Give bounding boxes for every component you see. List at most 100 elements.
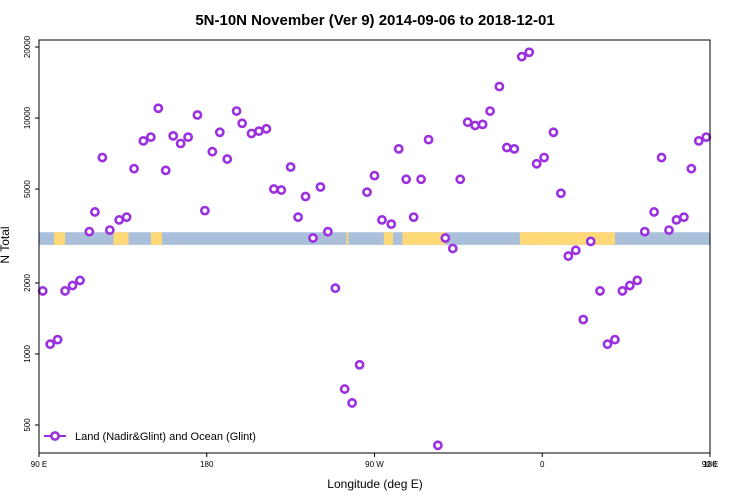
x-tick-label: 90 W — [365, 460, 384, 469]
data-point — [246, 128, 257, 139]
data-point — [617, 286, 628, 296]
data-point — [183, 132, 194, 143]
data-point — [90, 207, 100, 217]
data-point — [501, 142, 512, 153]
x-tick-label: 180 — [200, 460, 214, 469]
data-point — [470, 120, 481, 131]
chart-title: 5N-10N November (Ver 9) 2014-09-06 to 20… — [195, 12, 554, 29]
data-point — [261, 123, 272, 134]
data-point — [175, 138, 186, 149]
data-point — [300, 191, 311, 202]
data-point — [632, 275, 643, 286]
data-point — [323, 226, 333, 237]
legend: Land (Nadir&Glint) and Ocean (Glint) — [44, 431, 256, 443]
plot-frame — [38, 39, 711, 454]
data-point — [701, 132, 712, 143]
data-point — [138, 135, 149, 146]
data-point — [354, 359, 365, 370]
data-point — [602, 339, 613, 350]
data-point — [585, 236, 596, 247]
land-segment — [113, 232, 129, 245]
x-tick-label: 0 — [540, 460, 545, 469]
data-point — [67, 280, 78, 291]
data-point — [679, 212, 689, 223]
data-point — [254, 126, 264, 137]
data-point — [578, 314, 589, 325]
data-point — [362, 187, 372, 198]
data-point — [386, 219, 397, 230]
data-point — [494, 81, 505, 92]
data-point — [610, 334, 620, 345]
data-point — [168, 130, 179, 141]
data-point — [330, 283, 341, 294]
y-tick-label: 500 — [23, 418, 32, 432]
y-tick-label: 2000 — [23, 273, 32, 291]
y-tick-label: 1000 — [23, 345, 32, 363]
y-tick-label: 5000 — [23, 180, 32, 198]
data-point — [192, 110, 203, 120]
legend-label: Land (Nadir&Glint) and Ocean (Glint) — [75, 431, 256, 443]
data-point — [693, 135, 704, 146]
data-point — [377, 215, 387, 225]
data-point — [285, 162, 296, 172]
data-point — [563, 251, 574, 261]
data-point — [52, 334, 63, 345]
data-point — [664, 225, 674, 235]
data-point — [416, 174, 426, 185]
data-point — [393, 143, 404, 154]
data-point — [268, 184, 279, 194]
x-tick-label: 180 — [703, 460, 717, 469]
data-point — [440, 233, 451, 243]
data-point — [477, 119, 488, 130]
data-point — [570, 245, 581, 256]
data-point — [293, 212, 303, 223]
data-point — [45, 339, 56, 350]
land-segment — [53, 232, 66, 245]
land-segment — [383, 232, 394, 245]
data-point — [315, 182, 326, 192]
data-point — [114, 215, 125, 225]
data-point — [539, 152, 550, 163]
data-point — [199, 205, 210, 216]
data-point — [656, 152, 667, 163]
x-tick-label: 90 E — [31, 460, 47, 469]
y-tick-label: 10000 — [23, 106, 32, 129]
data-point — [369, 170, 380, 181]
data-point — [624, 280, 635, 291]
data-point — [548, 127, 559, 138]
data-point — [121, 212, 132, 223]
data-point — [153, 103, 164, 114]
data-point — [60, 286, 70, 296]
data-point — [639, 226, 650, 237]
data-point — [649, 207, 659, 217]
data-point — [686, 163, 697, 174]
data-point — [145, 132, 156, 143]
data-point — [231, 106, 242, 116]
y-axis-label: N Total — [0, 226, 12, 263]
data-point — [75, 275, 85, 286]
data-point — [671, 215, 682, 225]
data-point — [84, 226, 95, 237]
land-segment — [402, 232, 446, 245]
data-point — [222, 154, 233, 164]
data-point — [408, 212, 419, 223]
land-segment — [150, 232, 163, 245]
data-point — [455, 174, 466, 185]
data-point — [531, 158, 542, 169]
data-point — [276, 185, 287, 195]
data-point — [485, 106, 495, 116]
data-point — [237, 118, 248, 129]
data-point — [214, 127, 225, 138]
data-point — [308, 233, 318, 243]
data-point — [129, 163, 139, 174]
x-axis-label: Longitude (deg E) — [327, 477, 422, 491]
map-strip — [39, 232, 710, 245]
data-point — [555, 188, 566, 199]
data-point — [516, 51, 527, 62]
data-point — [423, 134, 434, 145]
data-point — [509, 143, 520, 154]
land-segment — [346, 232, 349, 245]
data-point — [432, 440, 443, 451]
